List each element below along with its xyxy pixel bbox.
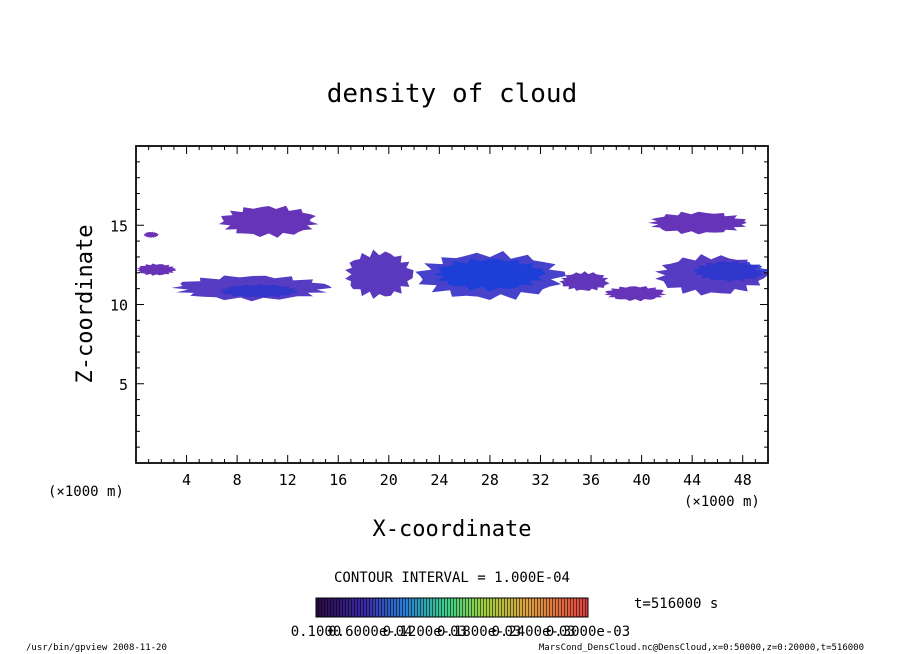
x-tick-label: 16 (329, 471, 347, 489)
colorbar-stripes (316, 598, 588, 617)
contour-interval-label: CONTOUR INTERVAL = 1.000E-04 (334, 570, 570, 586)
x-tick-label: 32 (531, 471, 549, 489)
y-axis-label: Z-coordinate (73, 225, 98, 384)
x-tick-label: 40 (633, 471, 651, 489)
chart-title: density of cloud (327, 79, 577, 109)
y-tick-marks (136, 161, 768, 448)
x-tick-label: 48 (734, 471, 752, 489)
colorbar-label: 0.1800e-03 (437, 624, 521, 640)
y-tick-label: 5 (119, 376, 128, 394)
x-unit-label: (×1000 m) (684, 494, 760, 510)
cloud-region (559, 271, 610, 291)
colorbar-label: 0.2400e-03 (491, 624, 575, 640)
cloud-region (345, 249, 414, 299)
cloud-region (693, 260, 768, 282)
cloud-region (143, 231, 159, 238)
y-tick-label: 10 (110, 297, 128, 315)
cloud-region (218, 283, 299, 298)
colorbar: 0.10000.6000e-040.1200e-030.1800e-030.24… (291, 597, 630, 640)
colorbar-labels: 0.10000.6000e-040.1200e-030.1800e-030.24… (291, 624, 630, 640)
x-tick-label: 12 (279, 471, 297, 489)
y-unit-label: (×1000 m) (48, 484, 124, 500)
plot-frame (135, 145, 769, 464)
x-tick-label: 36 (582, 471, 600, 489)
x-tick-label: 20 (380, 471, 398, 489)
cloud-region (647, 211, 747, 235)
cloud-region (433, 258, 546, 292)
time-label: t=516000 s (634, 596, 718, 612)
colorbar-label: 0.3000e-03 (546, 624, 630, 640)
x-tick-label: 28 (481, 471, 499, 489)
cloud-region (604, 286, 667, 302)
footer-right: MarsCond_DensCloud.nc@DensCloud,x=0:5000… (539, 643, 864, 653)
cloud-region (136, 263, 177, 276)
y-tick-labels: 5 10 15 (110, 217, 128, 394)
footer-left: /usr/bin/gpview 2008-11-20 (26, 643, 167, 653)
x-tick-label: 8 (233, 471, 242, 489)
cloud-field (136, 205, 768, 302)
x-tick-marks (148, 146, 756, 463)
cloud-region (218, 205, 319, 238)
x-axis-label: X-coordinate (373, 517, 532, 542)
colorbar-label: 0.6000e-04 (328, 624, 412, 640)
x-tick-labels: 4 8 12 16 20 24 28 32 36 40 44 48 (182, 471, 752, 489)
y-tick-label: 15 (110, 217, 128, 235)
x-tick-label: 4 (182, 471, 191, 489)
colorbar-label: 0.1000 (291, 624, 342, 640)
colorbar-label: 0.1200e-03 (383, 624, 467, 640)
colorbar-frame (315, 597, 589, 618)
x-tick-label: 24 (430, 471, 448, 489)
x-tick-label: 44 (683, 471, 701, 489)
